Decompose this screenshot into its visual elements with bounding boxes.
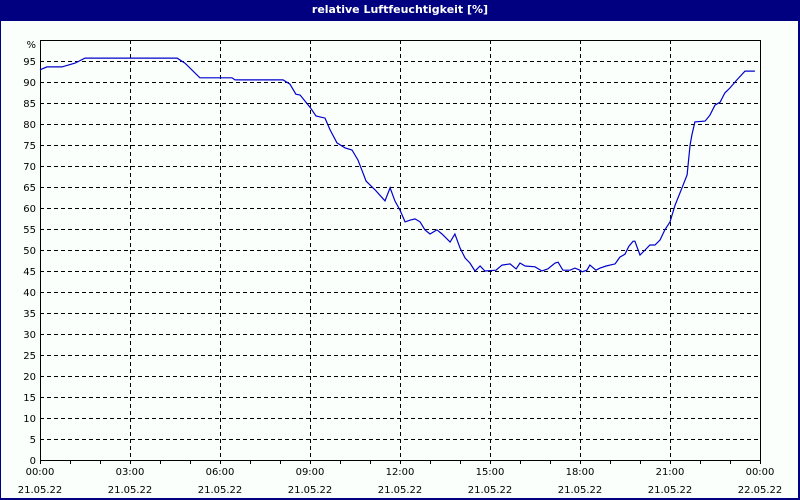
x-tick-date: 21.05.22: [558, 485, 603, 496]
y-tick-label: 0: [30, 456, 36, 467]
x-tick-time: 15:00: [476, 467, 505, 478]
chart-canvas: 0 5 10 15 20 25 30 35 40 45 50 55 60 65 70 75 80 85 90 95% 0…: [1, 21, 798, 498]
y-tick-label: 60: [23, 204, 36, 215]
x-tick-time: 00:00: [746, 467, 775, 478]
x-tick-time: 21:00: [656, 467, 685, 478]
y-tick-label: 40: [23, 288, 36, 299]
line-chart: 0 5 10 15 20 25 30 35 40 45 50 55 60 65 70 75 80 85 90 95% 0…: [18, 40, 783, 496]
x-tick-time: 12:00: [386, 467, 415, 478]
y-tick-label: 20: [23, 372, 36, 383]
y-tick-label: 65: [23, 183, 36, 194]
y-tick-label: 15: [23, 393, 36, 404]
chart-title: relative Luftfeuchtigkeit [%]: [311, 3, 489, 16]
x-tick-date: 21.05.22: [648, 485, 693, 496]
x-tick-time: 00:00: [26, 467, 55, 478]
x-tick-date: 21.05.22: [288, 485, 333, 496]
y-tick-label: 80: [23, 120, 36, 131]
x-tick-date: 21.05.22: [18, 485, 63, 496]
y-tick-label: 5: [30, 435, 36, 446]
x-tick-time: 18:00: [566, 467, 595, 478]
y-tick-label: 90: [23, 78, 36, 89]
x-tick-date: 21.05.22: [378, 485, 423, 496]
x-tick-date: 21.05.22: [468, 485, 513, 496]
x-tick-time: 03:00: [116, 467, 145, 478]
y-tick-label: 95: [23, 57, 36, 68]
y-unit-label: %: [26, 40, 36, 51]
y-tick-label: 75: [23, 141, 36, 152]
x-tick-date: 21.05.22: [198, 485, 243, 496]
x-tick-date: 22.05.22: [738, 485, 783, 496]
x-tick-date: 21.05.22: [108, 485, 153, 496]
humidity-line: [39, 57, 755, 273]
y-tick-label: 35: [23, 309, 36, 320]
y-tick-label: 85: [23, 99, 36, 110]
y-tick-label: 30: [23, 330, 36, 341]
x-tick-time: 06:00: [206, 467, 235, 478]
y-tick-label: 55: [23, 225, 36, 236]
y-tick-label: 70: [23, 162, 36, 173]
y-tick-label: 45: [23, 267, 36, 278]
plot-frame: [40, 40, 761, 461]
x-tick-time: 09:00: [296, 467, 325, 478]
y-tick-label: 10: [23, 414, 36, 425]
y-tick-label: 50: [23, 246, 36, 257]
y-tick-label: 25: [23, 351, 36, 362]
